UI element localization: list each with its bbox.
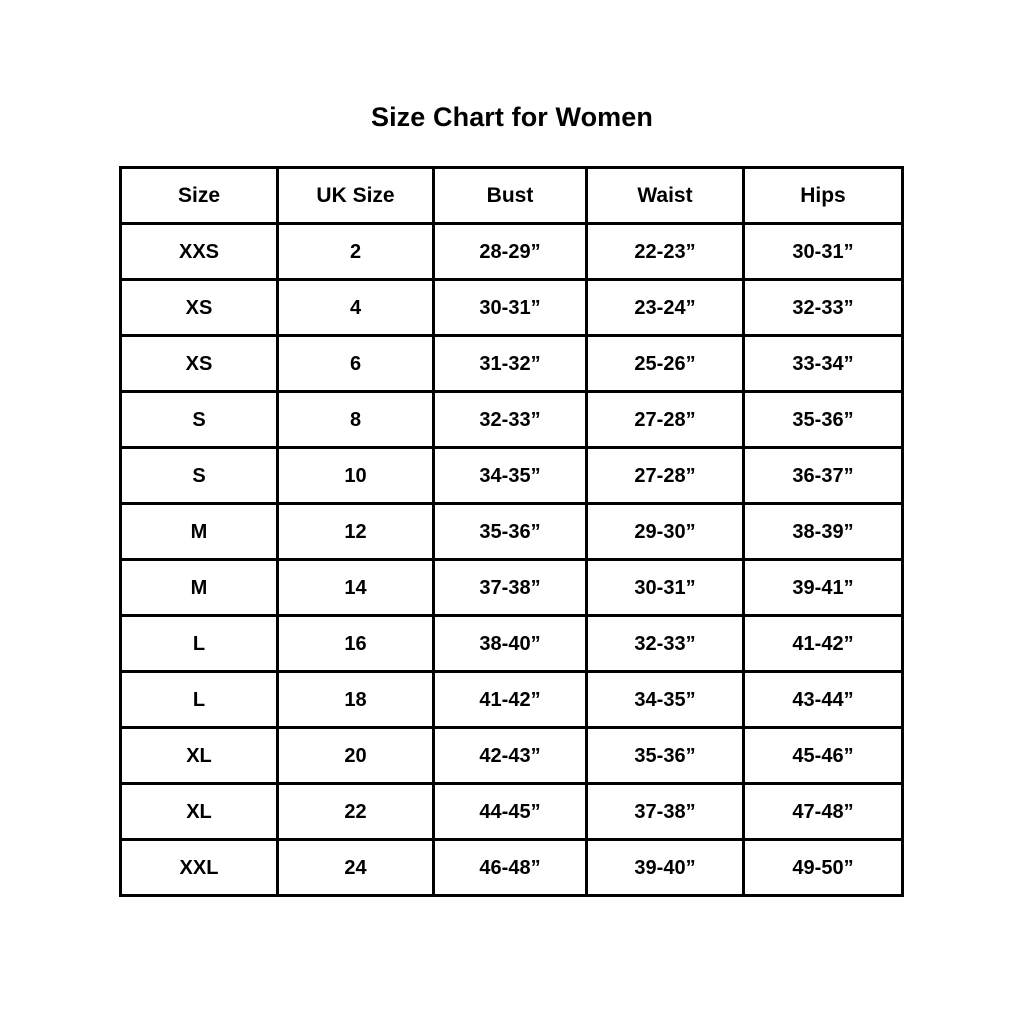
cell-bust: 28-29” bbox=[432, 222, 588, 281]
cell-hips: 35-36” bbox=[742, 390, 904, 449]
column-header-bust: Bust bbox=[432, 166, 588, 225]
cell-uk-size: 18 bbox=[276, 670, 435, 729]
cell-uk-size: 6 bbox=[276, 334, 435, 393]
cell-bust: 32-33” bbox=[432, 390, 588, 449]
cell-bust: 34-35” bbox=[432, 446, 588, 505]
cell-size: S bbox=[119, 390, 279, 449]
cell-bust: 46-48” bbox=[432, 838, 588, 897]
cell-uk-size: 12 bbox=[276, 502, 435, 561]
cell-bust: 44-45” bbox=[432, 782, 588, 841]
table-row: XL 22 44-45” 37-38” 47-48” bbox=[119, 782, 904, 841]
table-row: S 8 32-33” 27-28” 35-36” bbox=[119, 390, 904, 449]
cell-bust: 30-31” bbox=[432, 278, 588, 337]
cell-size: XXL bbox=[119, 838, 279, 897]
cell-hips: 33-34” bbox=[742, 334, 904, 393]
cell-waist: 27-28” bbox=[585, 390, 745, 449]
cell-hips: 36-37” bbox=[742, 446, 904, 505]
cell-uk-size: 22 bbox=[276, 782, 435, 841]
cell-hips: 41-42” bbox=[742, 614, 904, 673]
cell-size: S bbox=[119, 446, 279, 505]
cell-waist: 23-24” bbox=[585, 278, 745, 337]
cell-waist: 22-23” bbox=[585, 222, 745, 281]
cell-size: XS bbox=[119, 278, 279, 337]
table-row: XL 20 42-43” 35-36” 45-46” bbox=[119, 726, 904, 785]
cell-size: XL bbox=[119, 726, 279, 785]
column-header-hips: Hips bbox=[742, 166, 904, 225]
column-header-waist: Waist bbox=[585, 166, 745, 225]
cell-hips: 32-33” bbox=[742, 278, 904, 337]
cell-uk-size: 4 bbox=[276, 278, 435, 337]
table-row: XS 4 30-31” 23-24” 32-33” bbox=[119, 278, 904, 337]
cell-waist: 35-36” bbox=[585, 726, 745, 785]
cell-uk-size: 14 bbox=[276, 558, 435, 617]
cell-size: XS bbox=[119, 334, 279, 393]
cell-uk-size: 8 bbox=[276, 390, 435, 449]
table-row: M 14 37-38” 30-31” 39-41” bbox=[119, 558, 904, 617]
cell-uk-size: 10 bbox=[276, 446, 435, 505]
cell-hips: 47-48” bbox=[742, 782, 904, 841]
size-chart-table: Size UK Size Bust Waist Hips XXS 2 28-29… bbox=[119, 166, 904, 897]
cell-size: XL bbox=[119, 782, 279, 841]
cell-waist: 29-30” bbox=[585, 502, 745, 561]
cell-waist: 39-40” bbox=[585, 838, 745, 897]
page-title: Size Chart for Women bbox=[370, 102, 654, 132]
table-row: XS 6 31-32” 25-26” 33-34” bbox=[119, 334, 904, 393]
cell-size: XXS bbox=[119, 222, 279, 281]
cell-size: L bbox=[119, 614, 279, 673]
cell-size: M bbox=[119, 558, 279, 617]
cell-uk-size: 2 bbox=[276, 222, 435, 281]
cell-hips: 38-39” bbox=[742, 502, 904, 561]
cell-uk-size: 20 bbox=[276, 726, 435, 785]
cell-hips: 30-31” bbox=[742, 222, 904, 281]
cell-waist: 27-28” bbox=[585, 446, 745, 505]
cell-hips: 39-41” bbox=[742, 558, 904, 617]
column-header-size: Size bbox=[119, 166, 279, 225]
cell-bust: 35-36” bbox=[432, 502, 588, 561]
cell-bust: 37-38” bbox=[432, 558, 588, 617]
cell-bust: 31-32” bbox=[432, 334, 588, 393]
table-row: L 18 41-42” 34-35” 43-44” bbox=[119, 670, 904, 729]
cell-waist: 32-33” bbox=[585, 614, 745, 673]
table-row: L 16 38-40” 32-33” 41-42” bbox=[119, 614, 904, 673]
cell-size: L bbox=[119, 670, 279, 729]
table-row: XXS 2 28-29” 22-23” 30-31” bbox=[119, 222, 904, 281]
cell-waist: 37-38” bbox=[585, 782, 745, 841]
cell-waist: 34-35” bbox=[585, 670, 745, 729]
cell-waist: 25-26” bbox=[585, 334, 745, 393]
cell-size: M bbox=[119, 502, 279, 561]
table-header-row: Size UK Size Bust Waist Hips bbox=[119, 166, 904, 225]
column-header-uk-size: UK Size bbox=[276, 166, 435, 225]
table-row: S 10 34-35” 27-28” 36-37” bbox=[119, 446, 904, 505]
cell-uk-size: 16 bbox=[276, 614, 435, 673]
table-row: M 12 35-36” 29-30” 38-39” bbox=[119, 502, 904, 561]
cell-hips: 45-46” bbox=[742, 726, 904, 785]
table-row: XXL 24 46-48” 39-40” 49-50” bbox=[119, 838, 904, 897]
cell-bust: 42-43” bbox=[432, 726, 588, 785]
cell-hips: 49-50” bbox=[742, 838, 904, 897]
cell-waist: 30-31” bbox=[585, 558, 745, 617]
cell-bust: 41-42” bbox=[432, 670, 588, 729]
cell-uk-size: 24 bbox=[276, 838, 435, 897]
cell-bust: 38-40” bbox=[432, 614, 588, 673]
cell-hips: 43-44” bbox=[742, 670, 904, 729]
